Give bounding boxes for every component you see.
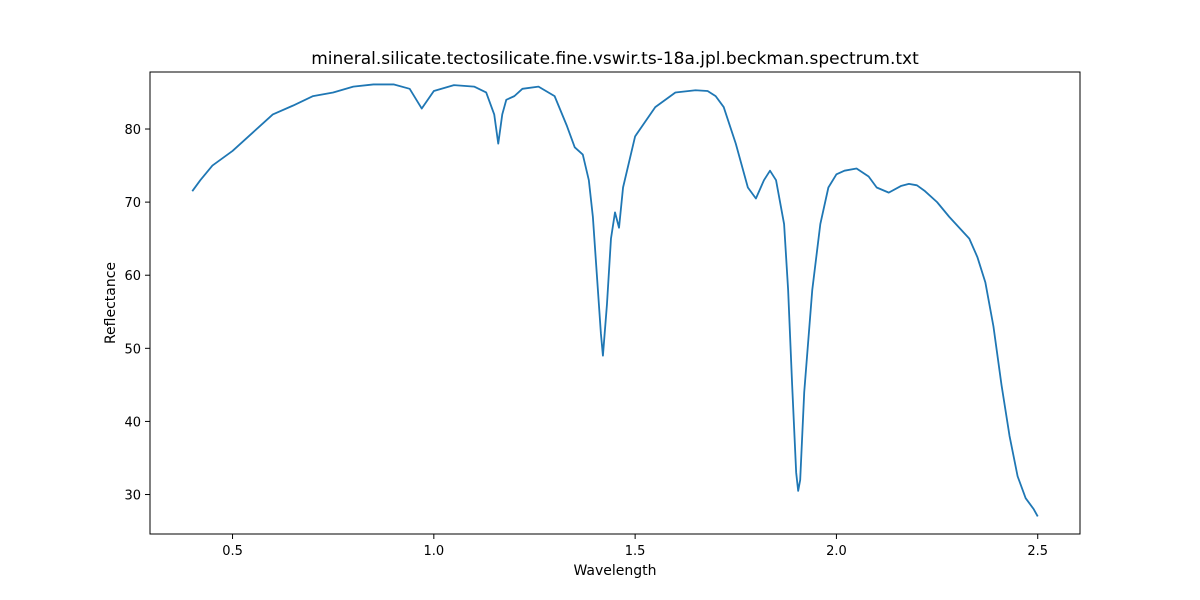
x-axis: 0.5 1.0 1.5 2.0 2.5 [222, 534, 1048, 559]
y-tick-label: 50 [124, 342, 141, 357]
y-tick-label: 80 [124, 123, 141, 138]
x-axis-label: Wavelength [573, 563, 656, 579]
y-tick-label: 60 [124, 269, 141, 284]
spectrum-line-0 [191, 83, 1039, 517]
x-tick-label: 2.0 [826, 544, 847, 559]
x-tick-label: 1.5 [625, 544, 646, 559]
y-axis-label: Reflectance [103, 262, 119, 344]
y-tick-label: 40 [124, 415, 141, 430]
y-axis: 30 40 50 60 70 80 [124, 123, 150, 504]
y-tick-label: 70 [124, 196, 141, 211]
plot-area [191, 83, 1039, 517]
x-tick-label: 1.0 [423, 544, 444, 559]
axes-frame [149, 71, 1081, 535]
x-tick-label: 2.5 [1027, 544, 1048, 559]
x-tick-label: 0.5 [222, 544, 243, 559]
chart-title: mineral.silicate.tectosilicate.fine.vswi… [311, 49, 919, 69]
y-tick-label: 30 [124, 489, 141, 504]
